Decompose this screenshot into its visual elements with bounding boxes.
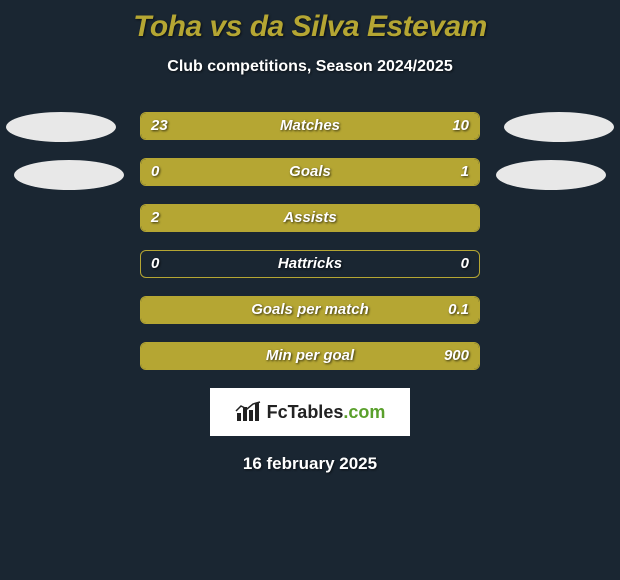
brand-text-suffix: .com bbox=[343, 402, 385, 422]
brand-text-prefix: FcTables bbox=[267, 402, 344, 422]
stat-label: Goals per match bbox=[141, 297, 479, 323]
stat-row: 0 Hattricks 0 bbox=[140, 250, 480, 278]
team-left-badge-placeholder bbox=[14, 160, 124, 190]
stat-rows: 23 Matches 10 0 Goals 1 2 Assists bbox=[140, 112, 480, 370]
stat-value-right: 10 bbox=[452, 113, 469, 139]
page-title: Toha vs da Silva Estevam bbox=[0, 0, 620, 44]
stat-label: Matches bbox=[141, 113, 479, 139]
stat-row: 23 Matches 10 bbox=[140, 112, 480, 140]
stats-area: 23 Matches 10 0 Goals 1 2 Assists bbox=[0, 112, 620, 474]
brand-text: FcTables.com bbox=[267, 402, 386, 423]
stat-row: Goals per match 0.1 bbox=[140, 296, 480, 324]
player-right-avatar-placeholder bbox=[504, 112, 614, 142]
stat-row: Min per goal 900 bbox=[140, 342, 480, 370]
player-left-avatar-placeholder bbox=[6, 112, 116, 142]
brand-logo: FcTables.com bbox=[210, 388, 410, 436]
date-label: 16 february 2025 bbox=[0, 454, 620, 474]
stat-label: Hattricks bbox=[141, 251, 479, 277]
bar-chart-icon bbox=[235, 401, 261, 423]
team-right-badge-placeholder bbox=[496, 160, 606, 190]
stat-row: 2 Assists bbox=[140, 204, 480, 232]
stat-row: 0 Goals 1 bbox=[140, 158, 480, 186]
stat-value-right: 0.1 bbox=[448, 297, 469, 323]
comparison-infographic: Toha vs da Silva Estevam Club competitio… bbox=[0, 0, 620, 474]
stat-value-right: 900 bbox=[444, 343, 469, 369]
stat-label: Assists bbox=[141, 205, 479, 231]
subtitle: Club competitions, Season 2024/2025 bbox=[0, 58, 620, 76]
stat-label: Min per goal bbox=[141, 343, 479, 369]
stat-value-right: 1 bbox=[461, 159, 469, 185]
stat-label: Goals bbox=[141, 159, 479, 185]
stat-value-right: 0 bbox=[461, 251, 469, 277]
